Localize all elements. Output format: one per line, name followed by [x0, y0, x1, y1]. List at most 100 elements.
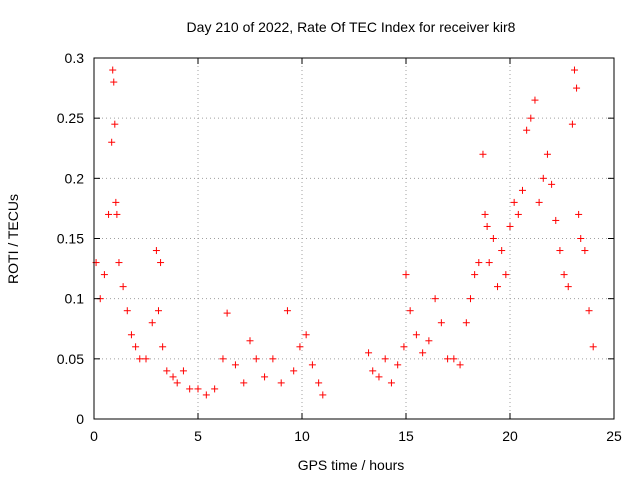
data-point: [518, 186, 526, 194]
data-point: [113, 210, 121, 218]
data-point: [159, 343, 167, 351]
data-point: [575, 210, 583, 218]
data-point: [110, 78, 118, 86]
data-point: [105, 210, 113, 218]
axis-ticks: [93, 57, 615, 420]
data-point: [481, 210, 489, 218]
data-point: [479, 150, 487, 158]
data-point: [548, 180, 556, 188]
data-point: [568, 120, 576, 128]
data-point: [136, 355, 144, 363]
data-point: [581, 247, 589, 255]
data-point: [406, 307, 414, 315]
data-point: [531, 96, 539, 104]
data-point: [585, 307, 593, 315]
data-point: [111, 120, 119, 128]
data-point: [179, 367, 187, 375]
data-point: [152, 247, 160, 255]
data-point: [573, 84, 581, 92]
data-point: [127, 331, 135, 339]
data-point: [202, 391, 210, 399]
data-point: [498, 247, 506, 255]
data-point: [211, 385, 219, 393]
data-point: [365, 349, 373, 357]
data-point: [535, 198, 543, 206]
data-point: [112, 198, 120, 206]
data-point: [369, 367, 377, 375]
data-point: [471, 271, 479, 279]
data-point: [589, 343, 597, 351]
data-point: [302, 331, 310, 339]
data-point: [132, 343, 140, 351]
data-point: [148, 319, 156, 327]
data-point: [494, 283, 502, 291]
data-point: [154, 307, 162, 315]
data-point: [319, 391, 327, 399]
data-point: [437, 319, 445, 327]
y-tick-label: 0.2: [65, 170, 85, 186]
data-point: [523, 126, 531, 134]
data-point: [462, 319, 470, 327]
data-point: [556, 247, 564, 255]
data-point: [543, 150, 551, 158]
data-point: [527, 114, 535, 122]
data-point: [315, 379, 323, 387]
data-point: [261, 373, 269, 381]
data-point: [115, 259, 123, 267]
x-tick-label: 15: [398, 428, 414, 444]
x-tick-label: 25: [606, 428, 622, 444]
chart-title: Day 210 of 2022, Rate Of TEC Index for r…: [187, 19, 516, 35]
axis-tick-labels: 0 5 10 15 20 25 0 0.05 0.1 0.15 0.2 0.25 0.3: [57, 50, 622, 444]
data-point: [296, 343, 304, 351]
data-point: [240, 379, 248, 387]
data-point: [450, 355, 458, 363]
data-point: [375, 373, 383, 381]
y-axis-label: ROTI / TECUs: [5, 194, 21, 284]
data-point: [394, 361, 402, 369]
data-point: [466, 295, 474, 303]
data-point: [412, 331, 420, 339]
data-point: [425, 337, 433, 345]
data-point: [456, 361, 464, 369]
y-tick-label: 0.15: [57, 231, 84, 247]
data-point: [290, 367, 298, 375]
grid-lines: [94, 58, 614, 419]
y-tick-label: 0.25: [57, 110, 84, 126]
data-point: [186, 385, 194, 393]
data-point: [277, 379, 285, 387]
data-point: [246, 337, 254, 345]
data-point: [510, 198, 518, 206]
data-point: [577, 235, 585, 242]
data-point: [219, 355, 227, 363]
data-point: [157, 259, 165, 267]
data-point: [381, 355, 389, 363]
data-point: [570, 66, 578, 74]
data-point: [402, 271, 410, 279]
data-point: [231, 361, 239, 369]
data-point: [223, 309, 231, 317]
data-point: [252, 355, 260, 363]
data-point: [564, 283, 572, 291]
data-point: [400, 343, 408, 351]
data-point: [387, 379, 395, 387]
data-point: [431, 295, 439, 303]
y-tick-label: 0.05: [57, 351, 84, 367]
data-point: [194, 385, 202, 393]
x-tick-label: 5: [194, 428, 202, 444]
data-point: [560, 271, 568, 279]
data-point: [475, 259, 483, 267]
data-point: [552, 216, 560, 224]
data-point: [419, 349, 427, 357]
data-point: [506, 222, 514, 230]
data-point: [485, 259, 493, 267]
y-tick-label: 0.3: [65, 50, 85, 66]
data-point: [142, 355, 150, 363]
data-point: [483, 222, 491, 230]
data-point: [119, 283, 127, 291]
x-axis-label: GPS time / hours: [298, 457, 405, 473]
data-point: [283, 307, 291, 315]
y-tick-label: 0: [76, 411, 84, 427]
data-point: [269, 355, 277, 363]
